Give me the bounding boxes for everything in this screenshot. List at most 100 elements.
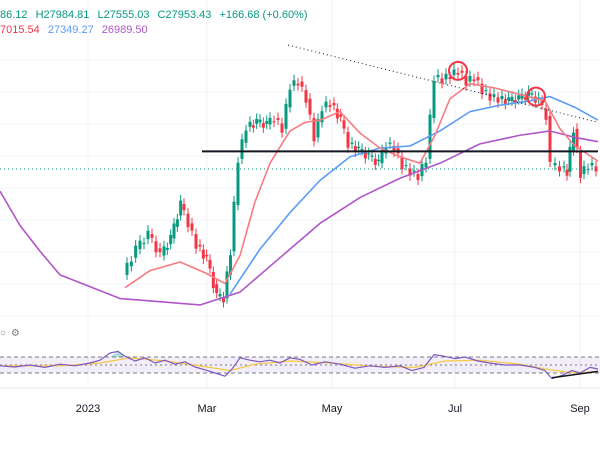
x-tick-jul: Jul: [447, 403, 463, 415]
circled-high-marker: [448, 60, 468, 81]
candle-series: [125, 63, 598, 308]
candle-body: [444, 73, 448, 80]
candle-body: [172, 223, 176, 239]
candle-body: [360, 149, 364, 151]
candle-body: [320, 111, 324, 123]
candle-body: [229, 255, 232, 275]
candle-body: [558, 166, 561, 172]
candle-body: [448, 77, 452, 79]
candle-body: [272, 121, 276, 123]
candle-body: [404, 165, 408, 167]
candle-body: [150, 234, 154, 238]
candle-body: [244, 130, 248, 143]
candle-body: [179, 200, 183, 216]
moving-averages: [0, 82, 599, 306]
candle-body: [251, 125, 255, 128]
candle-body: [218, 294, 222, 297]
candle-body: [582, 166, 586, 174]
candle-body: [510, 96, 514, 101]
candle-body: [304, 90, 308, 103]
rsi-pane-icon[interactable]: ○ ⚙: [0, 328, 21, 339]
candle-body: [507, 97, 511, 101]
legend-change: +166.68 (+0.60%): [219, 9, 308, 21]
candle-body: [380, 150, 384, 164]
candle-body: [346, 132, 350, 148]
candle-body: [300, 81, 304, 87]
candle-body: [339, 114, 343, 117]
x-tick-2023: 2023: [75, 403, 101, 415]
ma-fast-line: [124, 82, 599, 289]
candle-body: [484, 89, 488, 91]
candle-body: [222, 297, 225, 303]
x-tick-may: May: [321, 403, 343, 415]
candle-body: [258, 119, 262, 123]
ma-legend: 7015.54 27349.27 26989.50: [0, 24, 153, 36]
candle-body: [373, 158, 377, 165]
candle-body: [240, 139, 244, 159]
candle-body: [292, 80, 296, 86]
candle-body: [565, 169, 569, 176]
candle-body: [500, 96, 504, 99]
candle-body: [367, 153, 371, 155]
candle-body: [211, 272, 215, 289]
candle-body: [416, 173, 420, 180]
candle-body: [452, 69, 456, 76]
candle-body: [316, 118, 320, 138]
candle-body: [288, 89, 292, 108]
candle-body: [527, 91, 531, 96]
ma-mid-line: [229, 95, 599, 295]
candle-body: [562, 166, 566, 168]
candle-body: [308, 98, 312, 115]
candle-body: [190, 223, 194, 231]
candle-body: [377, 159, 381, 162]
candle-body: [579, 151, 582, 178]
drawing-annotations: [202, 44, 599, 153]
candle-body: [530, 93, 534, 95]
x-tick-sep: Sep: [570, 403, 590, 415]
candle-body: [460, 70, 464, 73]
candle-body: [169, 234, 173, 245]
candle-body: [480, 83, 484, 95]
candle-body: [324, 101, 328, 108]
candle-body: [232, 201, 236, 252]
rsi-line: [0, 350, 599, 380]
candle-body: [142, 242, 146, 245]
candle-body: [488, 93, 492, 101]
candle-body: [328, 105, 332, 107]
candle-body: [125, 262, 129, 275]
candle-body: [363, 152, 367, 159]
candle-body: [165, 247, 169, 250]
candle-body: [548, 115, 552, 162]
candle-body: [572, 132, 575, 151]
circled-high-marker: [526, 86, 546, 107]
rsi-ma-line: [0, 357, 599, 374]
legend-open: 86.12: [0, 9, 28, 21]
candle-body: [436, 74, 440, 78]
candle-body: [392, 146, 396, 153]
candle-body: [594, 166, 598, 172]
candle-body: [424, 162, 428, 168]
legend-high: H27984.81: [35, 9, 90, 21]
candle-body: [154, 241, 158, 253]
rsi-trendline: [551, 370, 599, 379]
candle-body: [248, 121, 252, 127]
candle-body: [215, 284, 219, 293]
candle-body: [158, 248, 162, 253]
candle-body: [513, 100, 517, 104]
ohlc-legend: 86.12 H27984.81 L27555.03 C27953.43 +166…: [0, 9, 313, 21]
candle-body: [400, 156, 404, 170]
candle-body: [198, 244, 202, 247]
candle-body: [138, 240, 142, 250]
candle-body: [520, 93, 524, 99]
legend-ma-slow: 26989.50: [101, 24, 148, 36]
candle-body: [129, 261, 133, 267]
candle-body: [440, 78, 444, 84]
candle-body: [492, 94, 496, 97]
candle-body: [568, 146, 572, 172]
candle-body: [265, 121, 269, 124]
candle-body: [544, 108, 548, 120]
candle-body: [312, 118, 316, 142]
candle-body: [408, 168, 412, 176]
legend-low: L27555.03: [97, 9, 150, 21]
